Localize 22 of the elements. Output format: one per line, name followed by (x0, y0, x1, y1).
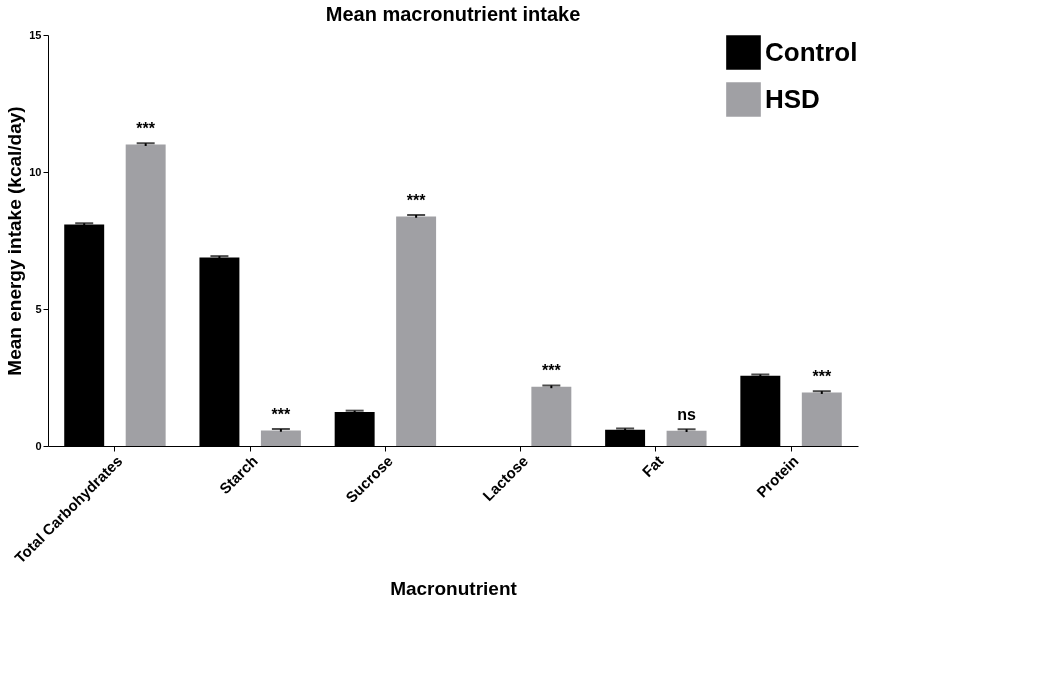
annotation: ns (677, 406, 697, 424)
bar (531, 386, 572, 446)
bar (666, 430, 707, 446)
bar (396, 216, 437, 446)
y-tick-label: 0 (35, 439, 42, 452)
y-tick-label: 10 (29, 165, 42, 178)
annotation: *** (271, 406, 291, 424)
y-tick-label: 15 (29, 28, 42, 41)
bar (260, 430, 301, 446)
legend-label: Control (765, 36, 858, 67)
chart-title: Mean macronutrient intake (325, 3, 581, 25)
annotation: *** (406, 192, 427, 210)
x-axis-title: Macronutrient (390, 578, 518, 600)
y-tick-label: 5 (35, 302, 42, 315)
x-tick-label: Fat (638, 452, 667, 481)
y-axis-title: Mean energy intake (kcal/day) (4, 106, 26, 376)
bar (125, 144, 166, 446)
annotation: *** (136, 120, 156, 138)
bar (801, 392, 842, 446)
legend-label: HSD (765, 83, 820, 114)
annotation: *** (812, 368, 832, 386)
annotation: *** (542, 362, 562, 380)
